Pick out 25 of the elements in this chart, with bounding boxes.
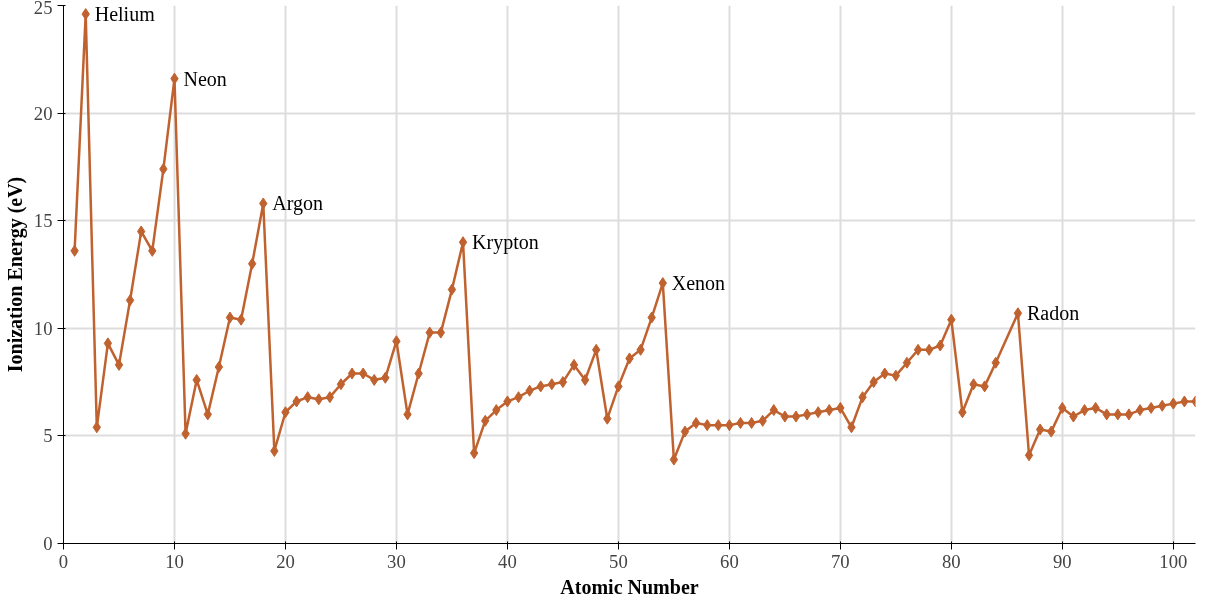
y-tick-label: 5	[43, 425, 53, 447]
x-tick-label: 100	[1159, 550, 1188, 572]
annotation: Argon	[272, 192, 324, 216]
annotation: Radon	[1026, 302, 1080, 325]
annotation: Xenon	[671, 272, 726, 295]
x-tick-label: 30	[387, 550, 406, 572]
y-tick-label: 0	[43, 533, 53, 554]
annotation: Krypton	[472, 231, 539, 255]
x-tick-label: 40	[498, 550, 517, 572]
y-tick-label: 20	[33, 102, 53, 124]
x-tick-label: 60	[720, 550, 739, 572]
x-tick-label: 90	[1053, 550, 1072, 572]
x-tick-label: 80	[942, 550, 961, 572]
x-tick-label: 10	[165, 550, 184, 572]
x-tick-label: 0	[58, 550, 69, 572]
annotation: Helium	[94, 3, 156, 26]
y-axis-title: Ionization Energy (eV)	[3, 176, 27, 373]
x-tick-label: 20	[276, 550, 295, 572]
x-tick-label: 70	[831, 550, 850, 572]
y-tick-label: 15	[33, 210, 53, 232]
annotation: Neon	[183, 67, 227, 90]
x-axis-title: Atomic Number	[560, 575, 699, 598]
y-tick-label: 10	[33, 317, 53, 339]
y-tick-label: 25	[33, 0, 53, 18]
x-tick-label: 50	[609, 550, 628, 572]
